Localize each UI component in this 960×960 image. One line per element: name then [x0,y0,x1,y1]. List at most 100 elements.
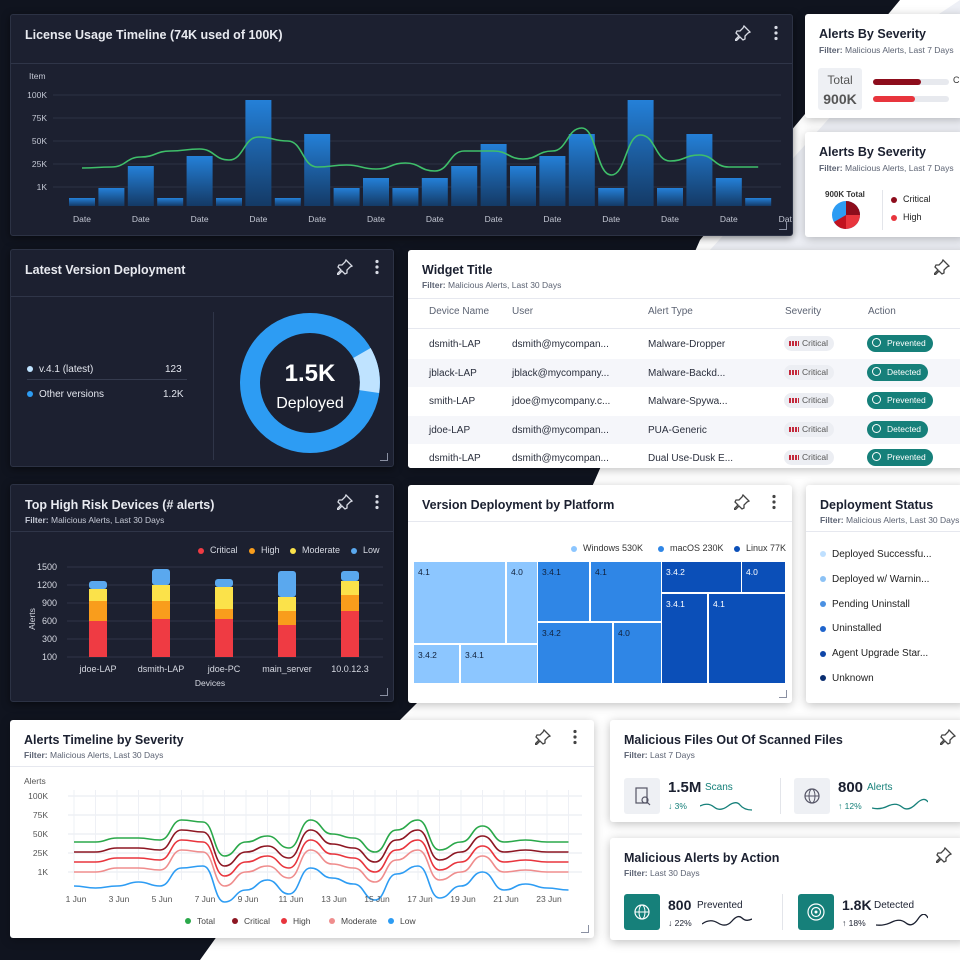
legend-label: Total [197,916,215,926]
globe-icon [872,338,881,347]
treemap-tile[interactable]: 3.4.1 [662,594,707,683]
total-value: 900K [823,91,857,107]
prevented-icon-box [624,894,660,930]
pin-icon[interactable] [734,494,750,510]
treemap-tile[interactable]: 4.0 [614,623,661,683]
filter-text: Filter: Malicious Alerts, Last 7 Days [819,45,954,55]
version-item-value: 1.2K [163,389,184,400]
column-header[interactable]: Alert Type [648,306,693,317]
divider [882,190,883,230]
more-menu-icon[interactable] [374,494,380,510]
stat-value: 800 [668,897,692,913]
resize-handle[interactable] [380,688,388,696]
usage-bar [333,188,360,206]
table-row[interactable]: jdoe-LAP dsmith@mycompan... PUA-Generic Cri… [408,415,960,444]
risk-bar-segment [89,581,107,589]
more-menu-icon[interactable] [773,25,779,41]
column-header[interactable]: Action [868,306,896,317]
deployment-donut: 1.5K Deployed [240,313,380,453]
treemap-tile[interactable]: 4.1 [709,594,785,683]
table-row[interactable]: dsmith-LAP dsmith@mycompan... Dual Use-Dus… [408,444,960,468]
y-axis-title: Alerts [27,608,37,630]
usage-bar [392,188,419,206]
treemap-tile[interactable]: 4.1 [591,562,661,621]
legend-label: Moderate [341,916,377,926]
treemap-tile[interactable]: 3.4.2 [414,645,459,683]
treemap-tile[interactable]: 3.4.1 [461,645,537,683]
legend-dot [891,196,897,203]
more-menu-icon[interactable] [771,494,777,510]
treemap-tile[interactable]: 4.0 [507,562,537,643]
resize-handle[interactable] [779,690,787,698]
severity-badge: Critical [784,364,834,380]
treemap-tile[interactable]: 3.4.1 [538,562,589,621]
x-tick-label: dsmith-LAP [138,664,185,674]
table-row[interactable]: dsmith-LAP dsmith@mycompan... Malware-Drop… [408,330,960,358]
legend-dot [891,214,897,221]
legend-dot [290,547,296,554]
resize-handle[interactable] [779,222,787,230]
table-row[interactable]: smith-LAP jdoe@mycompany.c... Malware-Spyw… [408,387,960,415]
pin-icon[interactable] [337,259,353,275]
y-tick-label: 75K [33,810,48,820]
x-tick-label: Date [367,214,385,224]
usage-bar [274,198,301,206]
usage-bar [627,100,654,206]
action-badge: Detected [867,420,929,438]
x-tick-label: 15 Jun [364,894,390,904]
vertical-divider [780,778,781,814]
scans-sparkline [700,802,752,811]
pin-icon[interactable] [934,259,950,275]
more-menu-icon[interactable] [572,729,578,745]
y-axis-title: Alerts [24,776,46,786]
x-tick-label: jdoe-LAP [78,664,116,674]
treemap-tile[interactable]: 4.1 [414,562,505,643]
stat-label: Prevented [697,900,743,911]
filter-text: Filter: Malicious Alerts, Last 7 Days [819,163,954,173]
more-menu-icon[interactable] [374,259,380,275]
column-header[interactable]: Severity [785,306,822,317]
pin-icon[interactable] [337,494,353,510]
treemap-tile[interactable]: 3.4.2 [538,623,612,683]
pin-icon[interactable] [735,25,751,41]
resize-handle[interactable] [380,453,388,461]
x-tick-label: 19 Jun [450,894,476,904]
severity-badge: Critical [784,450,834,465]
legend-dot [351,547,357,554]
usage-bar [69,198,95,206]
pin-icon[interactable] [940,729,956,745]
column-header[interactable]: Device Name [429,306,490,317]
divider [11,63,792,64]
divider [408,521,792,522]
risk-bar-segment [215,619,233,657]
risk-bar-segment [89,589,107,601]
risk-bar-segment [215,579,233,587]
risk-bar-segment [152,619,170,657]
version-item-value: 123 [165,364,182,375]
legend-dot [820,551,826,558]
total-box: Total 900K [818,68,862,110]
x-tick-label: Date [779,214,793,224]
table-row[interactable]: jblack-LAP jblack@mycompany... Malware-Bac… [408,358,960,387]
usage-bar [657,188,683,206]
globe-icon [634,904,650,920]
filter-text: Filter: Malicious Alerts, Last 30 Days [25,515,165,525]
resize-handle[interactable] [581,925,589,933]
treemap-tile[interactable]: 3.4.2 [662,562,741,592]
usage-bar [127,166,154,206]
pin-icon[interactable] [535,729,551,745]
pin-icon[interactable] [936,847,952,863]
stat-label: Detected [874,900,915,911]
filter-text: Filter: Malicious Alerts, Last 30 Days [820,515,960,525]
legend-dot [820,650,826,657]
treemap-tile[interactable]: 4.0 [742,562,785,592]
stat-delta: ↓ 22% [668,918,692,928]
usage-bar [568,134,595,206]
cell-user: dsmith@mycompan... [512,453,609,464]
risk-bar-segment [278,597,296,611]
card-title: Alerts By Severity [819,145,927,159]
column-header[interactable]: User [512,306,534,317]
legend-dot [249,547,255,554]
pie-label: 900K Total [825,190,865,199]
risk-bar-segment [341,595,359,611]
